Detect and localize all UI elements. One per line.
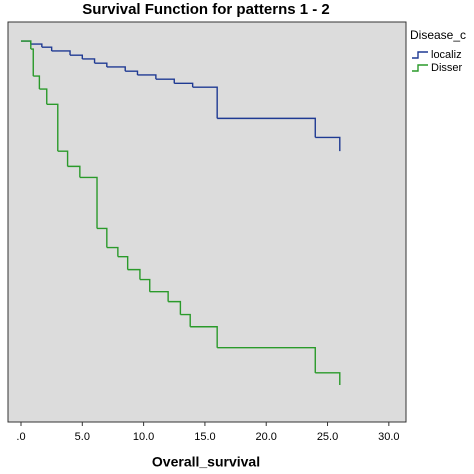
survival-step — [217, 347, 316, 373]
legend-label: localiz — [431, 49, 462, 61]
survival-step — [315, 372, 341, 386]
survival-step — [20, 40, 32, 50]
survival-step — [57, 150, 69, 167]
x-tick-label: 30.0 — [378, 431, 399, 443]
survival-step — [155, 78, 175, 84]
survival-step — [41, 46, 53, 51]
survival-step — [30, 48, 34, 77]
survival-step — [106, 66, 126, 72]
survival-step — [94, 62, 108, 67]
survival-step — [39, 88, 48, 105]
survival-step — [149, 291, 169, 302]
x-tick-label: 20.0 — [256, 431, 277, 443]
survival-step — [190, 326, 218, 348]
survival-step — [180, 313, 191, 327]
legend-title: Disease_c — [410, 28, 466, 42]
legend-swatch — [412, 64, 428, 72]
x-tick-label: 25.0 — [317, 431, 338, 443]
survival-step — [51, 50, 71, 56]
survival-step — [139, 278, 151, 292]
x-axis-label: Overall_survival — [152, 454, 260, 470]
survival-step — [67, 165, 81, 178]
survival-step — [46, 103, 59, 152]
survival-step — [125, 70, 139, 75]
survival-step — [70, 54, 84, 59]
legend-label: Disser — [431, 62, 463, 74]
x-tick-label: 15.0 — [194, 431, 215, 443]
survival-step — [97, 227, 108, 248]
survival-step — [79, 176, 98, 229]
survival-step — [117, 255, 129, 270]
plot-area — [7, 21, 407, 423]
survival-step — [127, 268, 141, 280]
survival-step — [174, 82, 194, 88]
survival-step — [82, 58, 96, 64]
x-tick-label: .0 — [16, 431, 25, 443]
survival-step — [33, 75, 41, 90]
survival-step — [137, 74, 157, 80]
x-tick-label: 10.0 — [133, 431, 154, 443]
survival-step — [30, 43, 43, 48]
chart-title: Survival Function for patterns 1 - 2 — [82, 1, 330, 18]
survival-step — [217, 117, 316, 138]
survival-step — [106, 246, 119, 257]
x-tick-label: 5.0 — [75, 431, 90, 443]
survival-step — [168, 300, 182, 315]
survival-step — [192, 86, 218, 119]
legend-swatch — [412, 51, 428, 59]
survival-step — [315, 136, 341, 152]
